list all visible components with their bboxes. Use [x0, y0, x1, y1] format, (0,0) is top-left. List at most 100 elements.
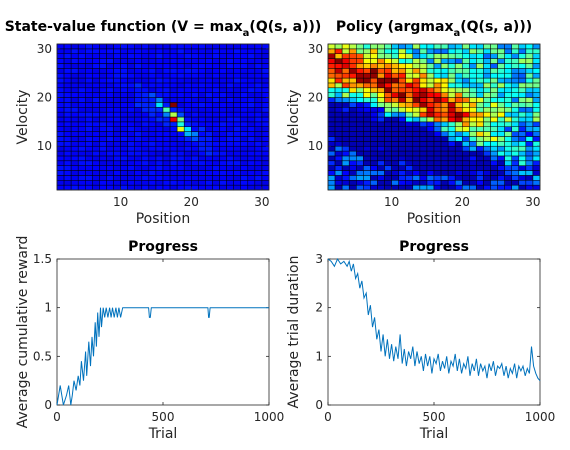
heatmap-cell [135, 78, 142, 83]
panel-0: 10 20 30102030PositionVelocityState-value … [5, 19, 322, 227]
heatmap-cell [505, 63, 512, 68]
heatmap-cell [476, 146, 483, 151]
heatmap-cell [328, 112, 335, 117]
heatmap-cell [128, 98, 135, 103]
heatmap-cell [170, 136, 177, 141]
heatmap-cell [505, 156, 512, 161]
heatmap-cell [448, 175, 455, 180]
heatmap-cell [392, 171, 399, 176]
heatmap-cell [483, 122, 490, 127]
heatmap-cell [212, 180, 219, 185]
heatmap-cell [248, 180, 255, 185]
heatmap-cell [505, 132, 512, 137]
heatmap-cell [399, 78, 406, 83]
heatmap-cell [220, 166, 227, 171]
heatmap-cell [163, 185, 170, 190]
heatmap-cell [177, 78, 184, 83]
heatmap-cell [505, 59, 512, 64]
heatmap-cell [64, 151, 71, 156]
heatmap-cell [85, 44, 92, 49]
heatmap-cell [184, 151, 191, 156]
heatmap-cell [519, 166, 526, 171]
heatmap-cell [191, 59, 198, 64]
heatmap-cell [128, 171, 135, 176]
heatmap-cell [255, 156, 262, 161]
heatmap-cell [156, 185, 163, 190]
heatmap-cell [483, 78, 490, 83]
heatmap-cell [255, 78, 262, 83]
heatmap-cell [170, 107, 177, 112]
heatmap-cell [142, 185, 149, 190]
heatmap-cell [170, 122, 177, 127]
heatmap-cell [114, 156, 121, 161]
heatmap-cell [455, 171, 462, 176]
heatmap-cell [399, 107, 406, 112]
heatmap-cell [498, 54, 505, 59]
heatmap-cell [392, 54, 399, 59]
heatmap-cell [448, 171, 455, 176]
heatmap-cell [349, 180, 356, 185]
heatmap-cell [121, 93, 128, 98]
heatmap-cell [99, 117, 106, 122]
heatmap-cell [427, 44, 434, 49]
heatmap-cell [441, 102, 448, 107]
heatmap-cell [78, 146, 85, 151]
heatmap-cell [198, 146, 205, 151]
heatmap-cell [533, 171, 540, 176]
heatmap-cell [342, 44, 349, 49]
heatmap-cell [427, 185, 434, 190]
heatmap-cell [434, 171, 441, 176]
heatmap-cell [491, 102, 498, 107]
heatmap-cell [363, 88, 370, 93]
heatmap-cell [212, 146, 219, 151]
heatmap-cell [255, 107, 262, 112]
heatmap-cell [377, 88, 384, 93]
heatmap-cell [498, 171, 505, 176]
heatmap-cell [533, 132, 540, 137]
heatmap-cell [349, 49, 356, 54]
heatmap-cell [227, 83, 234, 88]
heatmap-cell [191, 117, 198, 122]
heatmap-cell [220, 98, 227, 103]
heatmap-cell [476, 54, 483, 59]
heatmap-cell [406, 112, 413, 117]
heatmap-cell [441, 73, 448, 78]
heatmap-cell [498, 136, 505, 141]
heatmap-cell [121, 98, 128, 103]
heatmap-cell [57, 161, 64, 166]
heatmap-cell [128, 78, 135, 83]
heatmap-cell [135, 161, 142, 166]
heatmap-cell [135, 185, 142, 190]
heatmap-cell [220, 63, 227, 68]
heatmap-cell [469, 161, 476, 166]
heatmap-cells [328, 44, 540, 190]
heatmap-cell [163, 98, 170, 103]
heatmap-cell [498, 117, 505, 122]
heatmap-cell [349, 107, 356, 112]
heatmap-cell [99, 132, 106, 137]
heatmap-cell [163, 117, 170, 122]
heatmap-cell [170, 166, 177, 171]
heatmap-cell [420, 98, 427, 103]
heatmap-cell [406, 78, 413, 83]
heatmap-cell [335, 136, 342, 141]
heatmap-cell [156, 166, 163, 171]
heatmap-cell [491, 93, 498, 98]
heatmap-cell [363, 83, 370, 88]
heatmap-cell [57, 44, 64, 49]
heatmap-cell [399, 73, 406, 78]
heatmap-cell [205, 166, 212, 171]
heatmap-cell [427, 136, 434, 141]
heatmap-cell [248, 49, 255, 54]
heatmap-cell [512, 54, 519, 59]
heatmap-cell [385, 180, 392, 185]
heatmap-cell [57, 136, 64, 141]
heatmap-cell [241, 141, 248, 146]
heatmap-cell [399, 102, 406, 107]
heatmap-cell [198, 107, 205, 112]
x-axis-label: Position [407, 211, 462, 227]
heatmap-cell [533, 44, 540, 49]
heatmap-cell [526, 54, 533, 59]
heatmap-cell [476, 117, 483, 122]
heatmap-cell [57, 180, 64, 185]
